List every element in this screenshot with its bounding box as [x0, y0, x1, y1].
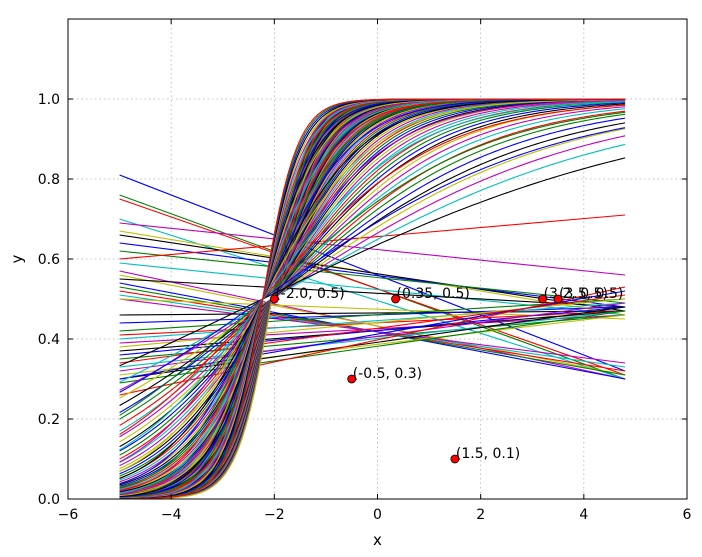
series-line: [119, 108, 626, 432]
y-tick-label: 0.2: [38, 412, 60, 428]
data-point-label: (-2.0, 0.5): [275, 286, 344, 302]
y-tick-label: 0.0: [38, 492, 60, 508]
data-point: [269, 294, 279, 304]
data-point: [538, 294, 547, 304]
series-line: [119, 298, 626, 320]
series-line: [119, 214, 626, 260]
data-point: [347, 374, 357, 384]
labeled-points: (-2.0, 0.5) (0.35, 0.5) (3.2, 0.5)(3.5, 0.…: [269, 286, 623, 464]
y-tick-label: 0.6: [38, 252, 60, 268]
series-line: [119, 128, 626, 399]
series-line: [119, 106, 626, 438]
x-tick-label: −4: [161, 507, 182, 523]
series-line: [119, 98, 626, 499]
data-point-label: (0.35, 0.5): [397, 286, 470, 302]
series-line: [119, 100, 626, 460]
series-lines: [119, 98, 626, 499]
series-line: [119, 286, 626, 396]
y-tick-label: 0.4: [38, 332, 60, 348]
axis-ticks: −6 −4 −2 0 2 4 6 0.0 0.2 0.4 0.6 0.8 1.0: [38, 19, 692, 523]
data-point: [553, 294, 563, 304]
series-line: [119, 100, 626, 463]
series-line: [119, 310, 626, 368]
series-line: [119, 99, 626, 472]
x-tick-label: 0: [373, 507, 382, 523]
series-line: [119, 298, 626, 348]
x-tick-label: 6: [683, 507, 692, 523]
data-point-label: (1.5, 0.1): [456, 446, 520, 462]
y-tick-label: 0.8: [38, 172, 60, 188]
series-line: [119, 101, 626, 451]
data-point: [391, 294, 400, 304]
series-line: [119, 302, 626, 340]
x-tick-label: 2: [476, 507, 485, 523]
series-line: [119, 104, 626, 435]
data-point-label: (-0.5, 0.3): [353, 366, 422, 382]
series-line: [119, 103, 626, 448]
series-line: [119, 274, 626, 376]
series-line: [119, 198, 626, 376]
data-point: [450, 454, 460, 464]
series-line: [119, 111, 626, 416]
series-line: [119, 250, 626, 304]
series-line: [119, 143, 626, 383]
series-line: [119, 98, 626, 480]
series-line: [119, 102, 626, 452]
series-line: [119, 113, 626, 420]
series-line: [119, 99, 626, 472]
series-line: [119, 157, 626, 367]
x-tick-label: 4: [579, 507, 588, 523]
x-tick-label: −2: [264, 507, 285, 523]
series-line: [119, 99, 626, 463]
y-axis-label: y: [8, 254, 26, 263]
y-tick-label: 1.0: [38, 92, 60, 108]
series-line: [119, 222, 626, 276]
x-tick-label: −6: [58, 507, 79, 523]
series-line: [119, 110, 626, 426]
series-line: [119, 135, 626, 391]
data-point-label: (3.5, 0.5): [559, 286, 623, 302]
series-line: [119, 310, 626, 316]
series-line: [119, 122, 626, 406]
series-line: [119, 117, 626, 414]
series-line: [119, 298, 626, 332]
x-axis-label: x: [373, 531, 382, 549]
series-line: [119, 127, 626, 393]
